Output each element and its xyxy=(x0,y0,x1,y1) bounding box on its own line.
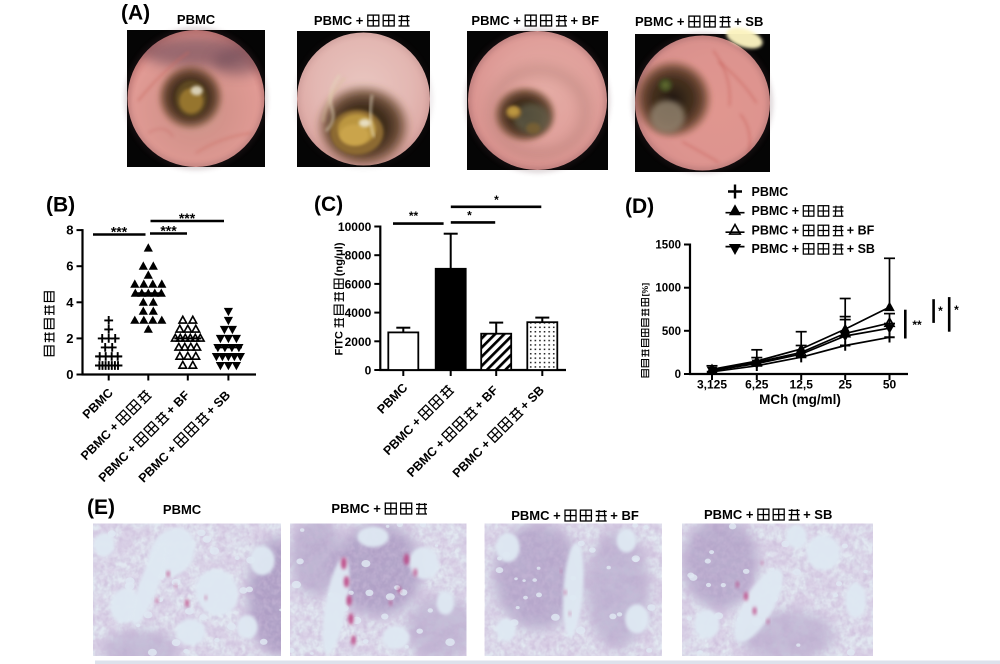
svg-text:1000: 1000 xyxy=(655,283,681,295)
svg-text:0: 0 xyxy=(365,364,372,378)
svg-text:25: 25 xyxy=(839,378,853,392)
svg-text:PBMC +: PBMC + xyxy=(752,204,800,218)
svg-text:2: 2 xyxy=(66,331,73,346)
svg-text:PBMC: PBMC xyxy=(752,185,789,199)
svg-text:FITC: FITC xyxy=(334,331,346,355)
svg-text:MCh (mg/ml): MCh (mg/ml) xyxy=(759,392,841,407)
svg-text:***: *** xyxy=(160,223,177,239)
svg-text:*: * xyxy=(938,304,943,318)
svg-text:PBMC +: PBMC + xyxy=(752,224,800,238)
svg-text:(A): (A) xyxy=(121,2,150,25)
svg-text:*: * xyxy=(494,193,499,207)
svg-text:PBMC +: PBMC + xyxy=(511,508,561,523)
svg-text:**: ** xyxy=(409,209,419,223)
svg-text:(ng/μl): (ng/μl) xyxy=(334,242,346,276)
svg-text:50: 50 xyxy=(883,378,897,392)
svg-text:+ SB: + SB xyxy=(803,507,832,522)
svg-text:12,5: 12,5 xyxy=(790,378,814,392)
svg-text:4: 4 xyxy=(66,295,74,310)
svg-text:10000: 10000 xyxy=(338,220,372,234)
svg-text:***: *** xyxy=(111,224,128,240)
svg-text:6000: 6000 xyxy=(345,277,372,291)
svg-text:(B): (B) xyxy=(46,194,75,217)
svg-text:6,25: 6,25 xyxy=(745,378,769,392)
svg-text:PBMC +: PBMC + xyxy=(471,13,521,28)
svg-text:8: 8 xyxy=(66,223,73,238)
svg-text:4000: 4000 xyxy=(345,306,372,320)
svg-text:*: * xyxy=(467,208,472,222)
svg-text:(E): (E) xyxy=(87,496,115,519)
svg-text:PBMC: PBMC xyxy=(177,12,216,27)
svg-text:(C): (C) xyxy=(314,193,343,216)
svg-text:PBMC +: PBMC + xyxy=(314,13,364,28)
svg-text:PBMC +: PBMC + xyxy=(635,14,685,29)
svg-text:1500: 1500 xyxy=(655,240,681,252)
svg-text:PBMC +: PBMC + xyxy=(331,501,381,516)
svg-text:+ SB: + SB xyxy=(847,242,875,256)
svg-text:*: * xyxy=(954,303,959,317)
svg-text:0: 0 xyxy=(675,369,681,381)
svg-text:+ SB: + SB xyxy=(734,14,763,29)
svg-text:+ BF: + BF xyxy=(571,13,600,28)
svg-text:PBMC: PBMC xyxy=(163,502,202,517)
svg-text:500: 500 xyxy=(662,326,681,338)
svg-text:0: 0 xyxy=(66,367,73,382)
svg-text:[%]: [%] xyxy=(640,283,650,297)
svg-text:**: ** xyxy=(912,318,922,332)
svg-text:***: *** xyxy=(179,210,196,226)
svg-text:PBMC +: PBMC + xyxy=(752,242,800,256)
svg-text:3,125: 3,125 xyxy=(697,378,727,392)
svg-text:6: 6 xyxy=(66,259,73,274)
svg-text:(D): (D) xyxy=(625,195,654,218)
svg-text:+ BF: + BF xyxy=(610,508,639,523)
svg-text:2000: 2000 xyxy=(345,335,372,349)
svg-text:+ BF: + BF xyxy=(847,224,875,238)
svg-text:8000: 8000 xyxy=(345,249,372,263)
svg-text:PBMC +: PBMC + xyxy=(704,507,754,522)
